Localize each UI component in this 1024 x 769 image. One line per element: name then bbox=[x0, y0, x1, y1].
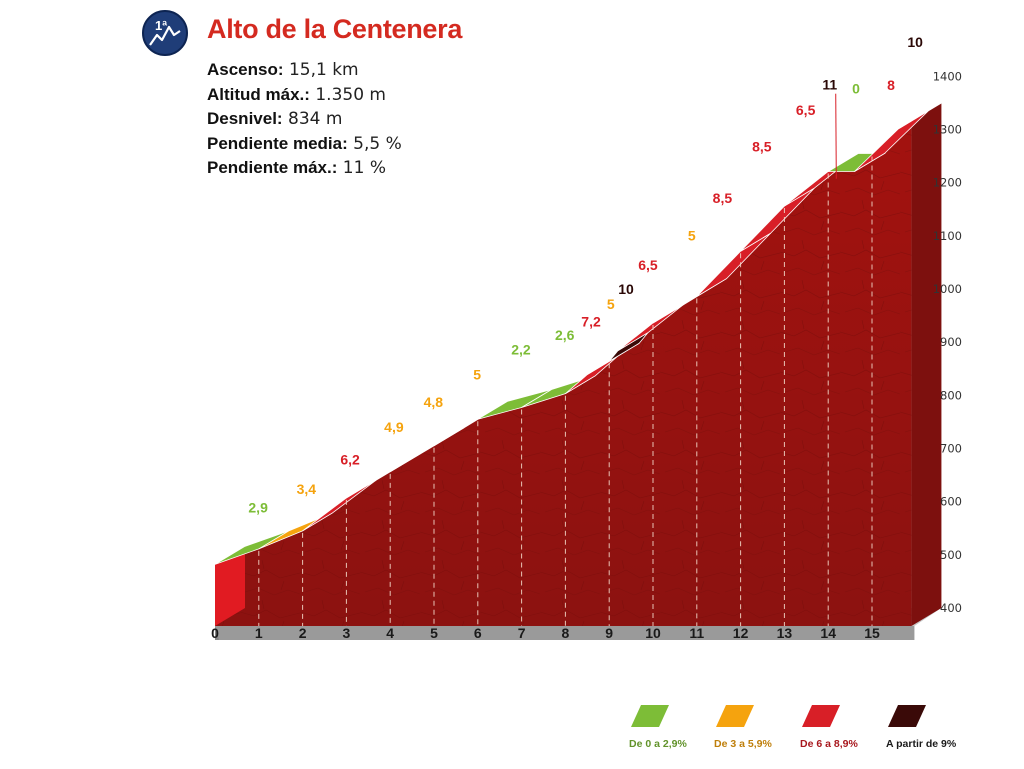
x-tick-label: 15 bbox=[864, 625, 880, 641]
slope-label: 7,2 bbox=[581, 313, 601, 329]
slope-label: 6,5 bbox=[796, 102, 816, 118]
stat-label: Pendiente máx.: bbox=[207, 158, 338, 177]
profile-end-cap bbox=[215, 546, 245, 626]
stat-label: Ascenso: bbox=[207, 60, 284, 79]
stat-value: 1.350 m bbox=[315, 84, 386, 105]
stat-label: Altitud máx.: bbox=[207, 84, 310, 104]
x-tick-label: 11 bbox=[689, 625, 704, 641]
badge-label: 1ª bbox=[155, 18, 167, 33]
annotation-leader bbox=[835, 93, 837, 179]
y-tick-label: 400 bbox=[940, 601, 962, 615]
x-tick-label: 12 bbox=[733, 625, 749, 641]
category-badge: 1ª bbox=[142, 10, 188, 56]
slope-label: 8,5 bbox=[713, 190, 733, 206]
x-tick-label: 4 bbox=[386, 625, 394, 641]
x-tick-label: 0 bbox=[211, 625, 219, 641]
x-tick-label: 6 bbox=[474, 625, 482, 641]
legend-label: De 3 a 5,9% bbox=[714, 738, 772, 750]
profile-body bbox=[215, 102, 942, 627]
legend: De 0 a 2,9% De 3 a 5,9% De 6 a 8,9% A parti… bbox=[629, 705, 957, 750]
y-tick-label: 700 bbox=[940, 442, 962, 456]
x-tick-label: 14 bbox=[820, 625, 836, 641]
slope-label: 4,8 bbox=[424, 394, 444, 410]
legend-swatch bbox=[888, 705, 926, 727]
x-tick-label: 8 bbox=[562, 625, 570, 641]
y-tick-label: 500 bbox=[940, 548, 962, 562]
legend-label: De 6 a 8,9% bbox=[800, 738, 858, 750]
x-tick-label: 3 bbox=[343, 625, 351, 641]
legend-label: A partir de 9% bbox=[886, 738, 957, 750]
legend-label: De 0 a 2,9% bbox=[629, 738, 687, 750]
y-tick-label: 900 bbox=[940, 335, 962, 349]
slope-label: 8,5 bbox=[752, 138, 772, 154]
stat-value: 834 m bbox=[288, 109, 343, 129]
base-front bbox=[215, 626, 915, 640]
stat-value: 5,5 % bbox=[353, 133, 402, 154]
slope-label: 10 bbox=[618, 281, 634, 297]
slope-label: 5 bbox=[688, 228, 696, 244]
x-tick-label: 9 bbox=[605, 625, 613, 641]
x-tick-label: 2 bbox=[299, 625, 307, 641]
slope-labels: 2,93,46,24,94,852,22,67,25106,558,58,56,… bbox=[248, 34, 923, 515]
x-tick-label: 1 bbox=[255, 625, 263, 641]
slope-label: 4,9 bbox=[384, 419, 404, 435]
annotation-label: 11 bbox=[822, 77, 837, 93]
slope-label: 2,9 bbox=[248, 499, 268, 515]
slope-label: 2,2 bbox=[511, 341, 531, 357]
stat-row: Pendiente media: 5,5 % bbox=[207, 132, 507, 157]
slope-segment bbox=[898, 102, 942, 130]
profile-texture bbox=[215, 120, 912, 626]
y-tick-label: 1400 bbox=[933, 69, 962, 83]
legend-swatch bbox=[802, 705, 840, 727]
x-tick-label: 10 bbox=[645, 625, 661, 641]
stat-label: Desnivel: bbox=[207, 109, 283, 128]
slope-label: 6,2 bbox=[340, 451, 360, 467]
slope-label: 10 bbox=[907, 34, 923, 50]
stat-row: Altitud máx.: 1.350 m bbox=[207, 83, 507, 108]
base-edge bbox=[215, 626, 219, 640]
stat-row: Pendiente máx.: 11 % bbox=[207, 156, 507, 181]
x-tick-label: 5 bbox=[430, 625, 438, 641]
x-axis-ticks: 0 1 2 3 4 5 6 7 8 9 10 11 12 13 14 15 bbox=[211, 156, 880, 641]
x-tick-label: 7 bbox=[518, 625, 526, 641]
slope-label: 5 bbox=[607, 296, 615, 312]
page-title: Alto de la Centenera bbox=[207, 14, 463, 44]
slope-label: 3,4 bbox=[297, 481, 317, 497]
y-tick-label: 1000 bbox=[933, 282, 962, 296]
y-tick-label: 800 bbox=[940, 388, 962, 402]
y-tick-label: 1100 bbox=[933, 229, 962, 243]
slope-label: 0 bbox=[852, 80, 860, 96]
mountain-icon bbox=[149, 25, 181, 46]
stat-label: Pendiente media: bbox=[207, 133, 348, 153]
slope-label: 6,5 bbox=[638, 257, 658, 273]
slope-label: 5 bbox=[473, 366, 481, 382]
legend-swatch bbox=[716, 705, 754, 727]
stat-row: Desnivel: 834 m bbox=[207, 107, 507, 132]
slope-segments bbox=[214, 102, 942, 565]
stat-row: Ascenso: 15,1 km bbox=[207, 58, 507, 83]
y-axis-ticks: 400 500 600 700 800 900 1000 1100 1200 1300 1400 bbox=[933, 69, 962, 615]
stats-panel: Ascenso: 15,1 km Altitud máx.: 1.350 m D… bbox=[207, 58, 507, 181]
y-tick-label: 1200 bbox=[933, 176, 962, 190]
x-tick-label: 13 bbox=[777, 625, 793, 641]
stat-value: 11 % bbox=[342, 158, 386, 178]
profile-back-face bbox=[911, 102, 942, 627]
y-tick-label: 600 bbox=[940, 495, 962, 509]
slope-label: 2,6 bbox=[555, 327, 575, 343]
legend-swatch bbox=[631, 705, 669, 727]
stat-value: 15,1 km bbox=[288, 60, 359, 80]
y-tick-label: 1300 bbox=[933, 123, 962, 137]
slope-label: 8 bbox=[887, 77, 895, 93]
